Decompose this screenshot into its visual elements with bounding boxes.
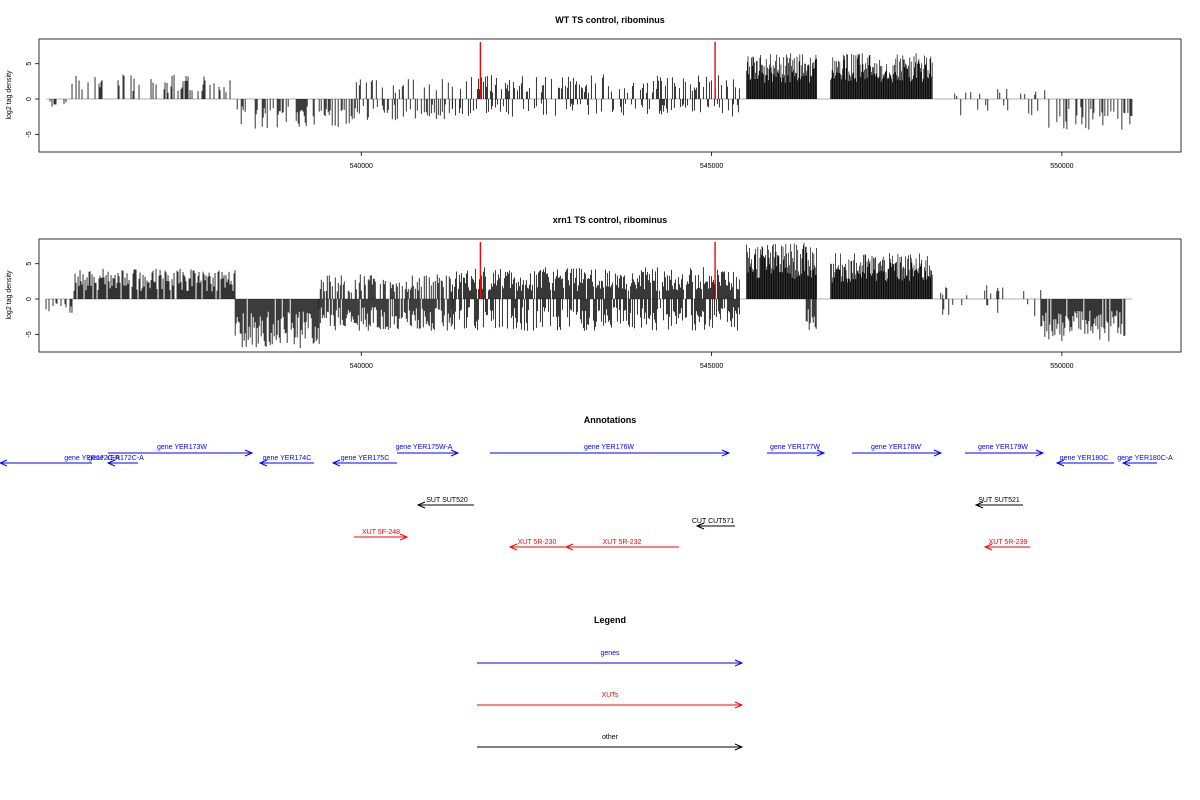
feature-label: gene YER172C-A: [88, 455, 144, 462]
feature-arrow-head: [244, 449, 254, 457]
legend-arrow-head: [734, 701, 744, 709]
legend-title: Legend: [594, 615, 626, 625]
xrn1-xtick-label: 550000: [1050, 363, 1073, 370]
feature-label: gene YER174C: [263, 455, 312, 462]
feature-label: gene YER177W: [770, 444, 820, 451]
feature-arrow-head: [1121, 459, 1131, 467]
feature-arrow-head: [721, 449, 731, 457]
wt-ylabel: log2 tag density: [6, 70, 13, 120]
feature-label: XUT 5R-232: [603, 539, 642, 546]
legend-entries: genes XUTs other: [477, 650, 744, 751]
feature-label: gene YER175W-A: [396, 444, 453, 451]
wt-ytick-label: 5: [26, 62, 33, 66]
xrn1-ytick-label: 0: [26, 297, 33, 301]
xrn1-track-title: xrn1 TS control, ribominus: [553, 215, 668, 225]
feature-label: gene YER180C-A: [1117, 455, 1173, 462]
feature-arrow-head: [331, 459, 341, 467]
wt-track-panel: WT TS control, ribominus 540000 545000 550…: [6, 15, 1182, 170]
wt-ytick-label: 0: [26, 97, 33, 101]
annotations-title: Annotations: [584, 415, 637, 425]
feature-label: SUT SUT521: [978, 497, 1020, 504]
feature-arrow-head: [983, 543, 993, 551]
feature-label: gene YER179W: [978, 444, 1028, 451]
feature-arrow-head: [1055, 459, 1065, 467]
wt-plot-frame: [38, 38, 1182, 153]
feature-arrow-head: [0, 459, 8, 467]
legend-arrow-head: [734, 659, 744, 667]
legend-arrow-head: [734, 743, 744, 751]
legend-panel: Legend genes XUTs other: [477, 615, 744, 751]
feature-arrow-head: [974, 501, 984, 509]
legend-label: XUTs: [602, 692, 619, 699]
wt-ytick-label: -5: [26, 131, 33, 137]
xrn1-bars: [45, 242, 1132, 349]
wt-axes: 540000 545000 550000 -5 0 5: [26, 62, 1074, 170]
wt-xtick-label: 540000: [350, 163, 373, 170]
feature-label: gene YER172C-A: [64, 455, 120, 462]
xrn1-ytick-label: -5: [26, 331, 33, 337]
feature-arrow-head: [399, 533, 409, 541]
feature-arrow-head: [564, 543, 574, 551]
xrn1-plot-frame: [38, 238, 1182, 353]
feature-label: gene YER180C: [1060, 455, 1109, 462]
xrn1-ytick-label: 5: [26, 262, 33, 266]
feature-label: gene YER176W: [584, 444, 634, 451]
feature-arrow-head: [1035, 449, 1045, 457]
feature-label: CUT CUT571: [692, 518, 734, 525]
wt-track-title: WT TS control, ribominus: [555, 15, 665, 25]
feature-arrow-head: [106, 459, 116, 467]
legend-label: other: [602, 734, 619, 741]
wt-xtick-label: 545000: [700, 163, 723, 170]
feature-label: gene YER178W: [871, 444, 921, 451]
feature-arrow-head: [450, 449, 460, 457]
wt-xtick-label: 550000: [1050, 163, 1073, 170]
feature-label: XUT 5F-248: [362, 529, 400, 536]
xrn1-xtick-label: 545000: [700, 363, 723, 370]
feature-label: XUT 5R-230: [518, 539, 557, 546]
wt-bars: [46, 42, 1133, 130]
xrn1-track-panel: xrn1 TS control, ribominus 540000 545000 5…: [6, 215, 1182, 370]
feature-arrow-head: [695, 522, 705, 530]
feature-label: XUT 5R-239: [989, 539, 1028, 546]
xrn1-axes: 540000 545000 550000 -5 0 5: [26, 262, 1074, 370]
feature-arrow-head: [416, 501, 426, 509]
legend-label: genes: [600, 650, 620, 657]
feature-arrow-head: [508, 543, 518, 551]
feature-arrow-head: [816, 449, 826, 457]
feature-label: SUT SUT520: [426, 497, 468, 504]
feature-arrow-head: [933, 449, 943, 457]
feature-label: gene YER173W: [157, 444, 207, 451]
feature-label: gene YER175C: [341, 455, 390, 462]
xrn1-ylabel: log2 tag density: [6, 270, 13, 320]
feature-arrow-head: [258, 459, 268, 467]
xrn1-xtick-label: 540000: [350, 363, 373, 370]
